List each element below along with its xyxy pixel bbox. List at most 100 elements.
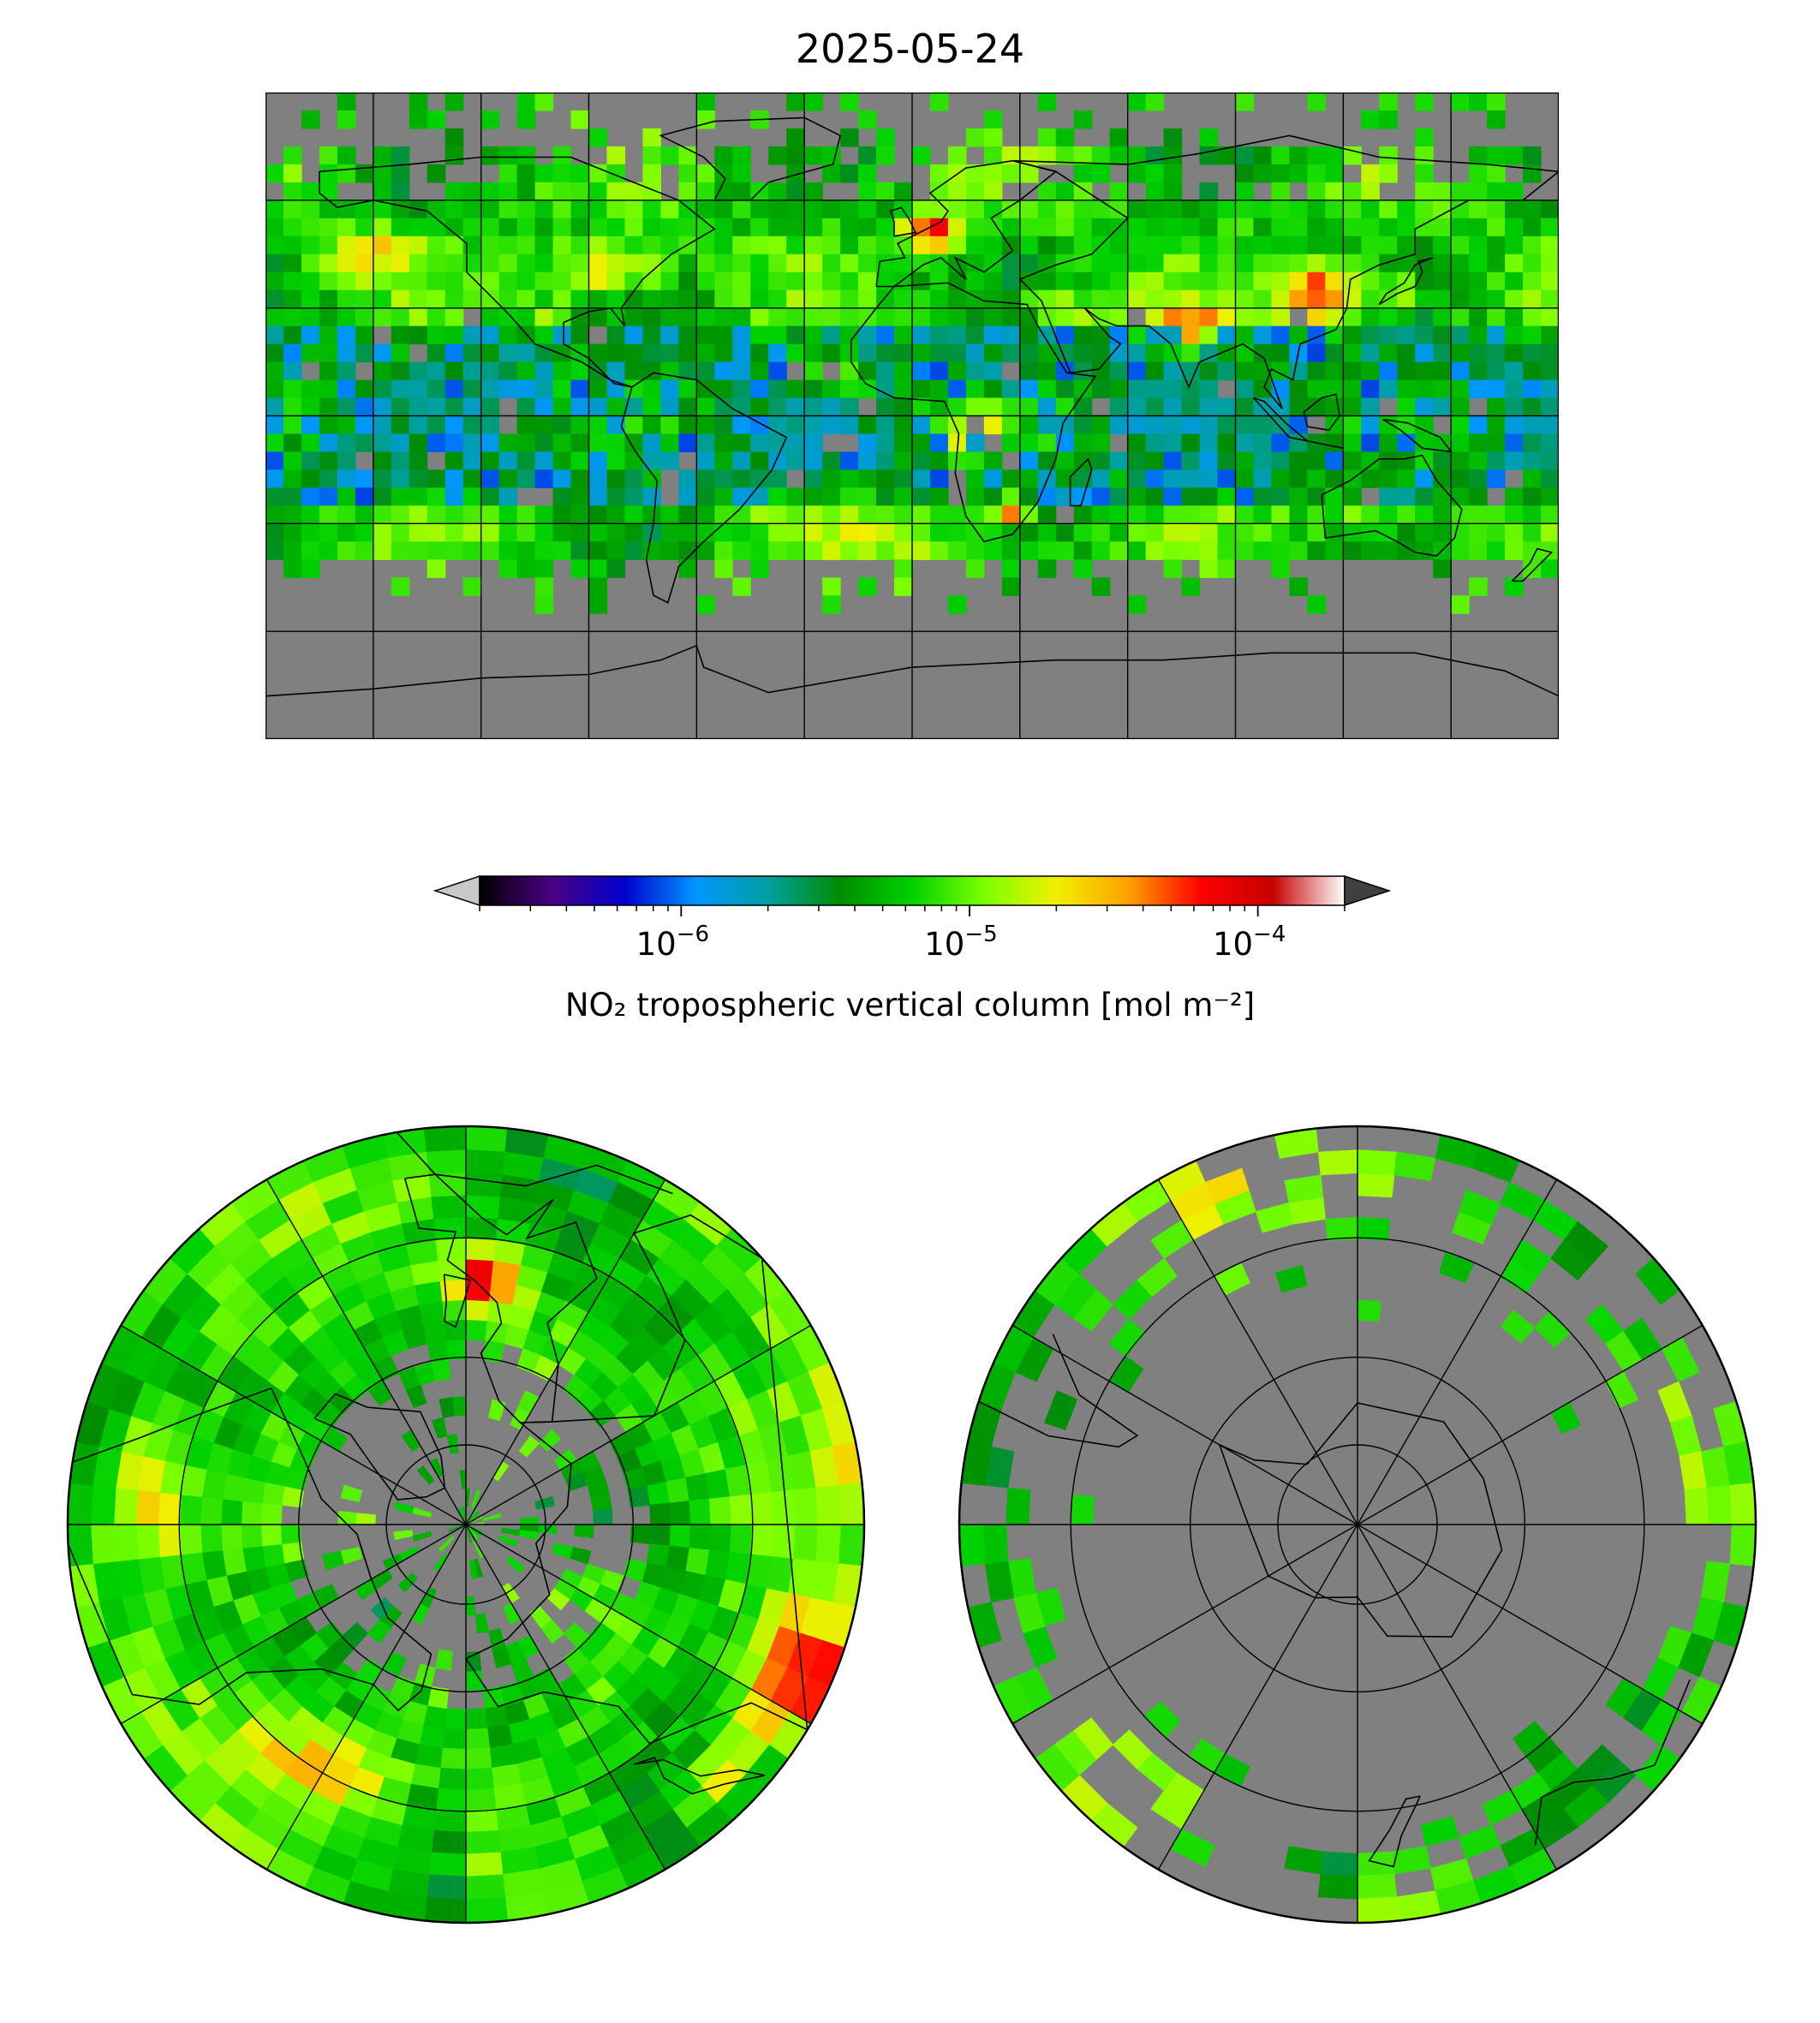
polar-cell bbox=[260, 1524, 283, 1547]
world-cell bbox=[1343, 289, 1362, 309]
world-cell bbox=[1037, 397, 1057, 417]
world-cell bbox=[1343, 487, 1362, 506]
world-cell bbox=[965, 523, 985, 542]
world-cell bbox=[301, 523, 320, 542]
world-cell bbox=[266, 469, 284, 488]
polar-cell bbox=[627, 1485, 651, 1508]
world-cell bbox=[588, 236, 608, 255]
world-cell bbox=[624, 487, 644, 506]
world-cell bbox=[1523, 307, 1542, 327]
world-cell bbox=[1541, 505, 1559, 524]
world-cell bbox=[1361, 541, 1380, 560]
world-cell bbox=[1451, 92, 1470, 111]
world-cell bbox=[1433, 218, 1452, 237]
world-cell bbox=[1145, 289, 1165, 309]
world-cell bbox=[391, 415, 410, 435]
world-cell bbox=[1181, 379, 1201, 399]
polar-cell bbox=[412, 1507, 433, 1518]
world-cell bbox=[534, 307, 554, 327]
world-cell bbox=[552, 307, 572, 327]
world-cell bbox=[1505, 307, 1524, 327]
polar-cell bbox=[749, 1524, 774, 1557]
world-cell bbox=[1145, 379, 1165, 399]
world-cell bbox=[929, 200, 949, 219]
world-cell bbox=[283, 523, 302, 542]
world-cell bbox=[1487, 523, 1506, 542]
world-cell bbox=[1055, 146, 1075, 165]
world-cell bbox=[1325, 487, 1344, 506]
world-cell bbox=[750, 325, 769, 345]
world-cell bbox=[1001, 487, 1021, 506]
world-cell bbox=[427, 289, 446, 309]
world-cell bbox=[1415, 200, 1434, 219]
world-cell bbox=[929, 218, 949, 237]
world-cell bbox=[552, 523, 572, 542]
world-cell bbox=[373, 182, 392, 201]
world-cell bbox=[1469, 541, 1488, 560]
world-cell bbox=[840, 451, 859, 471]
world-cell bbox=[445, 182, 464, 201]
world-cell bbox=[1469, 577, 1488, 596]
world-cell bbox=[1487, 343, 1506, 363]
world-cell bbox=[947, 379, 967, 399]
coastline-japan bbox=[633, 1757, 766, 1795]
polar-cell bbox=[1706, 1484, 1733, 1525]
polar-cell bbox=[415, 1743, 444, 1769]
world-cell bbox=[588, 379, 608, 399]
world-cell bbox=[1073, 451, 1093, 471]
world-cell bbox=[840, 128, 859, 147]
world-cell bbox=[894, 487, 913, 506]
world-cell bbox=[983, 272, 1003, 291]
world-cell bbox=[373, 469, 392, 488]
world-cell bbox=[696, 451, 715, 471]
world-cell bbox=[516, 307, 536, 327]
world-cell bbox=[947, 325, 967, 345]
polar-cell bbox=[771, 1524, 796, 1560]
world-cell bbox=[1001, 343, 1021, 363]
world-cell bbox=[498, 146, 518, 165]
world-cell bbox=[660, 415, 679, 435]
world-cell bbox=[1541, 289, 1559, 309]
world-cell bbox=[1523, 541, 1542, 560]
world-cell bbox=[750, 254, 769, 273]
world-cell bbox=[480, 505, 500, 524]
polar-cell bbox=[222, 1547, 248, 1576]
world-cell bbox=[1163, 415, 1183, 435]
world-cell bbox=[947, 343, 967, 363]
world-cell bbox=[642, 128, 661, 147]
world-cell bbox=[1163, 289, 1183, 309]
world-cell bbox=[1487, 182, 1506, 201]
world-cell bbox=[1307, 343, 1326, 363]
world-cell bbox=[534, 451, 554, 471]
world-cell bbox=[1109, 361, 1129, 381]
polar-cell bbox=[838, 1524, 864, 1567]
world-cell bbox=[283, 469, 302, 488]
world-cell bbox=[714, 523, 733, 542]
world-cell bbox=[427, 164, 446, 183]
world-cell bbox=[480, 272, 500, 291]
world-cell bbox=[1055, 541, 1075, 560]
world-cell bbox=[552, 146, 572, 165]
world-cell bbox=[678, 433, 697, 453]
world-cell bbox=[337, 254, 356, 273]
world-cell bbox=[876, 218, 895, 237]
world-cell bbox=[1253, 415, 1273, 435]
world-cell bbox=[912, 272, 931, 291]
world-cell bbox=[409, 541, 428, 560]
world-cell bbox=[1523, 433, 1542, 453]
world-cell bbox=[391, 523, 410, 542]
polar-cell bbox=[505, 1555, 526, 1574]
world-cell bbox=[1361, 451, 1380, 471]
world-cell bbox=[1271, 559, 1291, 578]
world-cell bbox=[894, 361, 913, 381]
world-cell bbox=[768, 451, 787, 471]
world-cell bbox=[588, 595, 608, 614]
world-cell bbox=[498, 200, 518, 219]
world-cell bbox=[1451, 433, 1470, 453]
world-cell bbox=[1073, 433, 1093, 453]
world-cell bbox=[822, 307, 841, 327]
world-cell bbox=[768, 254, 787, 273]
polar-cell bbox=[419, 1723, 445, 1748]
world-cell bbox=[876, 272, 895, 291]
world-cell bbox=[1523, 469, 1542, 488]
